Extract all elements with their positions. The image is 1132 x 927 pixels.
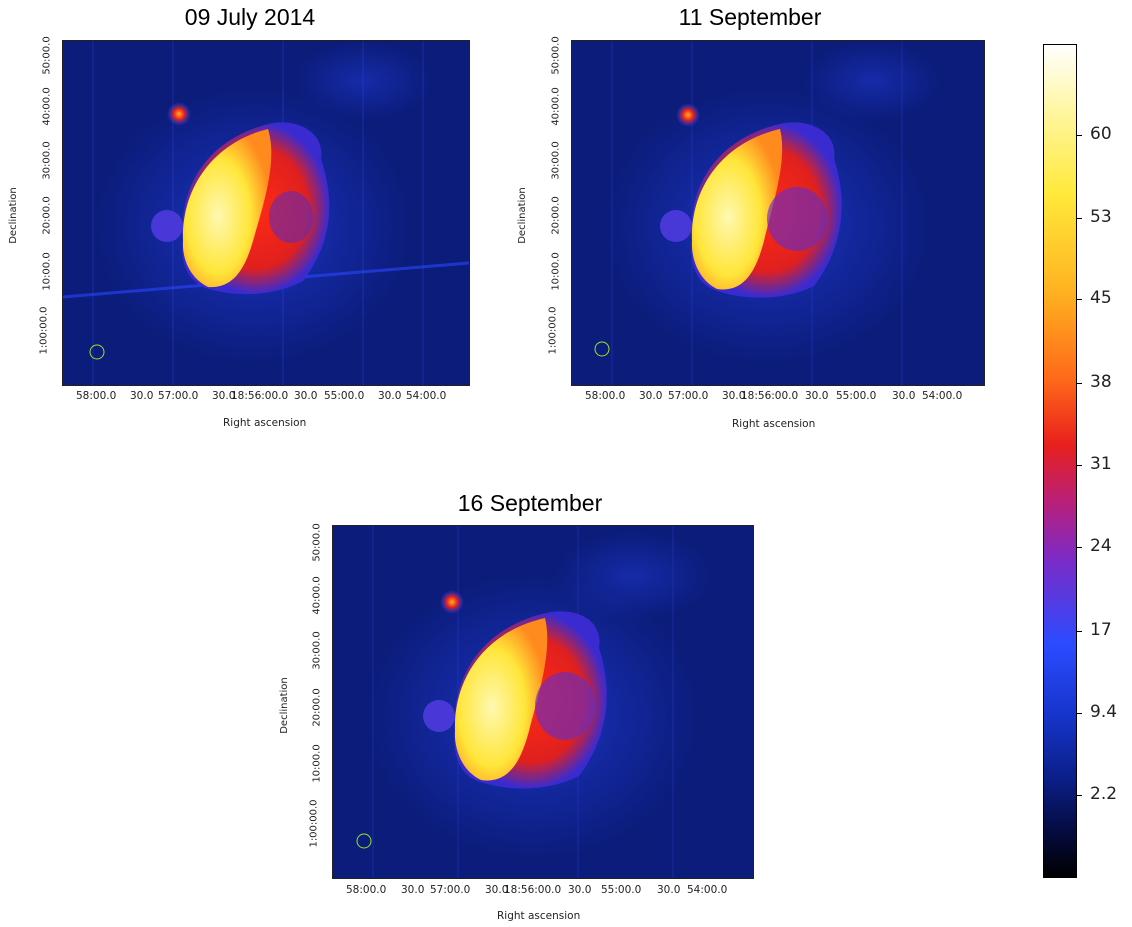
x-tick: 30.0: [892, 390, 916, 402]
sky-map: [63, 41, 469, 385]
x-tick: 30.0: [805, 390, 829, 402]
colorbar-tick-mark: [1076, 713, 1082, 714]
x-tick: 30.0: [130, 390, 154, 402]
colorbar-tick-mark: [1076, 795, 1082, 796]
y-tick: 50:00.0: [311, 523, 323, 562]
x-tick: 54:00.0: [922, 390, 963, 402]
sky-map: [572, 41, 984, 385]
x-tick: 30.0: [212, 390, 236, 402]
colorbar-tick-mark: [1076, 299, 1082, 300]
colorbar-tick-label: 38: [1090, 372, 1112, 392]
x-tick: 58:00.0: [585, 390, 626, 402]
x-tick: 58:00.0: [346, 884, 387, 896]
colorbar-tick-mark: [1076, 383, 1082, 384]
colorbar-tick-label: 17: [1090, 620, 1112, 640]
x-tick: 57:00.0: [158, 390, 199, 402]
y-tick: 30:00.0: [311, 631, 323, 670]
x-axis-label: Right ascension: [223, 417, 307, 429]
y-tick: 20:00.0: [311, 688, 323, 727]
y-tick: 40:00.0: [550, 87, 562, 126]
colorbar-tick-mark: [1076, 547, 1082, 548]
x-tick: 55:00.0: [601, 884, 642, 896]
x-tick: 30.0: [722, 390, 746, 402]
y-tick: 1:00:00.0: [547, 306, 559, 355]
y-tick: 40:00.0: [41, 87, 53, 126]
y-tick: 10:00.0: [311, 744, 323, 783]
colorbar-tick-mark: [1076, 218, 1082, 219]
x-tick: 30.0: [378, 390, 402, 402]
panel-title: 09 July 2014: [184, 4, 316, 30]
y-tick: 20:00.0: [41, 196, 53, 235]
x-tick: 18:56:00.0: [504, 884, 562, 896]
y-tick: 30:00.0: [550, 141, 562, 180]
y-tick: 30:00.0: [41, 141, 53, 180]
x-tick: 55:00.0: [324, 390, 365, 402]
radio-map-image: [332, 525, 754, 879]
x-tick: 30.0: [657, 884, 681, 896]
y-tick: 20:00.0: [550, 196, 562, 235]
x-tick: 54:00.0: [687, 884, 728, 896]
y-tick: 10:00.0: [550, 252, 562, 291]
colorbar-tick-label: 2.2: [1090, 784, 1118, 804]
y-tick: 50:00.0: [550, 36, 562, 75]
x-tick: 57:00.0: [430, 884, 471, 896]
y-axis-label: Declination: [516, 187, 528, 244]
x-axis-label: Right ascension: [497, 910, 581, 922]
radio-map-image: [571, 40, 985, 386]
y-tick: 40:00.0: [311, 576, 323, 615]
y-tick: 1:00:00.0: [38, 306, 50, 355]
panel-title: 16 September: [457, 490, 603, 516]
colorbar: [1043, 44, 1077, 878]
y-axis-label: Declination: [7, 187, 19, 244]
colorbar-tick-label: 24: [1090, 536, 1112, 556]
y-tick: 1:00:00.0: [308, 799, 320, 848]
colorbar-tick-mark: [1076, 465, 1082, 466]
y-tick: 50:00.0: [41, 36, 53, 75]
x-tick: 30.0: [294, 390, 318, 402]
x-tick: 30.0: [401, 884, 425, 896]
x-tick: 54:00.0: [406, 390, 447, 402]
colorbar-tick-label: 45: [1090, 288, 1112, 308]
y-tick: 10:00.0: [41, 252, 53, 291]
x-tick: 18:56:00.0: [231, 390, 289, 402]
x-tick: 58:00.0: [76, 390, 117, 402]
panel-title: 11 September: [678, 4, 822, 30]
x-tick: 30.0: [485, 884, 509, 896]
sky-map: [333, 526, 753, 878]
x-tick: 57:00.0: [668, 390, 709, 402]
colorbar-tick-mark: [1076, 135, 1082, 136]
colorbar-tick-mark: [1076, 631, 1082, 632]
x-tick: 18:56:00.0: [741, 390, 799, 402]
x-axis-label: Right ascension: [732, 418, 816, 430]
x-tick: 55:00.0: [836, 390, 877, 402]
colorbar-tick-label: 60: [1090, 124, 1112, 144]
radio-map-image: [62, 40, 470, 386]
y-axis-label: Declination: [278, 677, 290, 734]
x-tick: 30.0: [568, 884, 592, 896]
colorbar-tick-label: 9.4: [1090, 702, 1118, 722]
colorbar-tick-label: 53: [1090, 207, 1112, 227]
colorbar-tick-label: 31: [1090, 454, 1112, 474]
x-tick: 30.0: [639, 390, 663, 402]
